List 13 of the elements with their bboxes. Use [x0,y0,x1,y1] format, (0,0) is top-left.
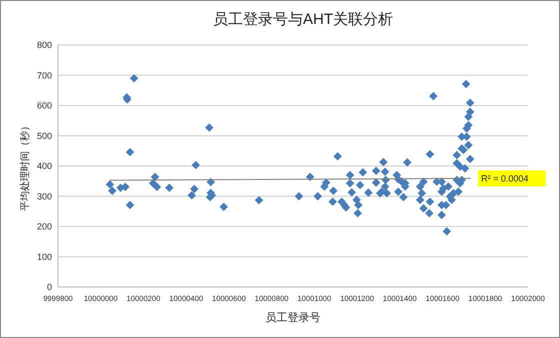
y-tick-label: 0 [46,282,52,292]
y-tick-label: 800 [36,40,52,50]
chart-title: 员工登录号与AHT关联分析 [213,11,393,28]
annotation: R² = 0.0004 [481,174,528,184]
x-axis-title: 员工登录号 [266,312,320,324]
y-tick-label: 700 [36,70,52,80]
y-tick-label: 400 [36,161,52,172]
y-tick-label: 100 [36,252,52,262]
y-tick-label: 600 [36,100,52,111]
y-axis-title: 平均处理时间（秒） [19,121,31,211]
y-tick-label: 300 [36,191,52,202]
y-tick-label: 200 [36,222,52,232]
y-tick-label: 500 [36,130,52,141]
